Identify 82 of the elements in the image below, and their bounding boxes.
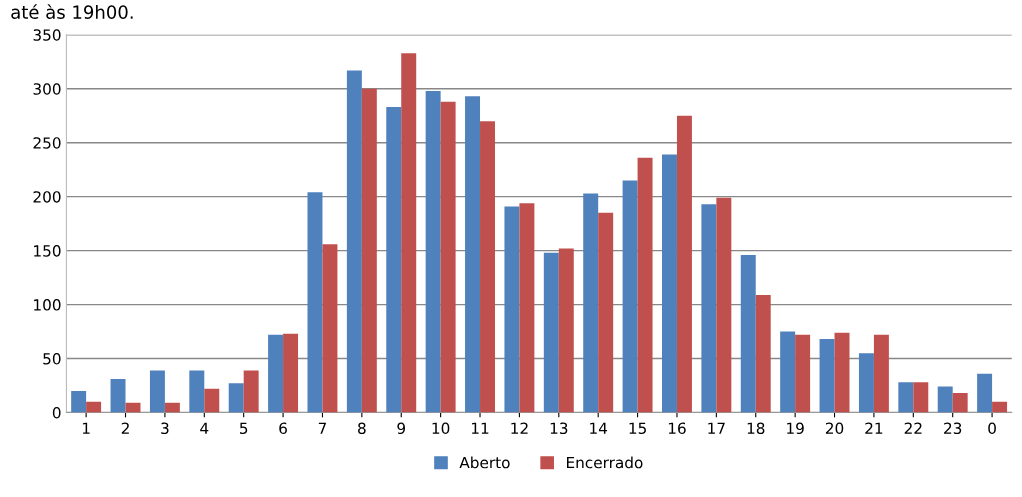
bar	[465, 96, 481, 413]
x-tick-label: 6	[279, 422, 287, 435]
y-tick-label: 0	[52, 406, 61, 419]
bar	[716, 197, 732, 413]
bar	[189, 370, 205, 413]
bar	[637, 157, 653, 413]
y-tick-label: 50	[43, 353, 61, 365]
bar	[519, 203, 535, 413]
x-tick-label: 20	[825, 422, 844, 435]
legend-label: Aberto	[459, 456, 510, 469]
bar	[243, 370, 259, 413]
x-tick-label: 5	[240, 422, 248, 435]
bar	[858, 353, 874, 413]
y-tick-label: 150	[34, 245, 61, 257]
bar	[873, 334, 889, 413]
bar	[992, 401, 1008, 413]
bar	[740, 254, 756, 413]
x-tick-label: 11	[471, 422, 489, 434]
bar	[361, 88, 377, 413]
bar	[913, 382, 929, 413]
bar	[228, 383, 244, 413]
bar	[110, 379, 126, 413]
bar	[307, 192, 323, 413]
text: até às 19h00.	[11, 4, 133, 19]
x-tick-label: 1	[82, 422, 90, 434]
bar	[598, 212, 614, 413]
y-tick-label: 300	[33, 83, 61, 95]
bar	[425, 90, 441, 413]
bar	[937, 386, 953, 413]
bar	[977, 373, 993, 413]
x-tick-label: 14	[590, 422, 608, 434]
bar	[558, 248, 574, 413]
x-tick-label: 17	[708, 422, 725, 434]
bar	[283, 333, 299, 413]
bar	[164, 402, 180, 413]
bar	[149, 370, 165, 413]
x-tick-label: 10	[432, 422, 450, 435]
bar	[386, 107, 402, 413]
x-tick-label: 12	[511, 422, 528, 434]
bar	[504, 206, 520, 413]
x-tick-label: 16	[668, 422, 686, 435]
bar	[676, 115, 692, 413]
x-tick-label: 7	[318, 422, 327, 434]
bar	[755, 294, 771, 413]
bar	[543, 252, 559, 413]
y-tick-label: 350	[33, 29, 61, 41]
x-tick-label: 2	[121, 422, 129, 434]
bar	[662, 154, 677, 413]
bar	[346, 70, 362, 413]
bar	[322, 244, 338, 413]
x-tick-label: 15	[629, 422, 646, 435]
bar	[834, 332, 850, 413]
legend-label: Encerrado	[566, 456, 643, 469]
bar	[583, 193, 599, 413]
bar	[480, 121, 495, 413]
x-tick-label: 23	[944, 422, 962, 435]
bar	[86, 401, 102, 413]
bar	[440, 101, 456, 413]
bar	[819, 339, 835, 413]
x-tick-label: 19	[787, 422, 804, 435]
bar	[71, 390, 87, 413]
bar	[268, 334, 284, 413]
y-tick-label: 100	[34, 299, 61, 311]
bar	[701, 204, 717, 413]
bar	[952, 393, 968, 413]
bar	[898, 382, 914, 413]
x-tick-label: 8	[358, 422, 366, 435]
bar	[795, 334, 811, 413]
y-tick-label: 200	[33, 191, 61, 203]
x-tick-label: 13	[550, 422, 568, 435]
x-tick-label: 22	[904, 422, 922, 434]
x-tick-label: 0	[988, 422, 996, 435]
bar	[401, 53, 417, 413]
bar	[780, 331, 796, 413]
x-tick-label: 3	[161, 422, 169, 435]
x-tick-label: 9	[397, 422, 406, 435]
x-tick-label: 4	[200, 422, 209, 434]
y-tick-label: 250	[33, 137, 61, 149]
bar	[204, 388, 220, 413]
x-tick-label: 21	[865, 422, 883, 434]
x-tick-label: 18	[747, 422, 765, 435]
bar	[622, 180, 638, 413]
